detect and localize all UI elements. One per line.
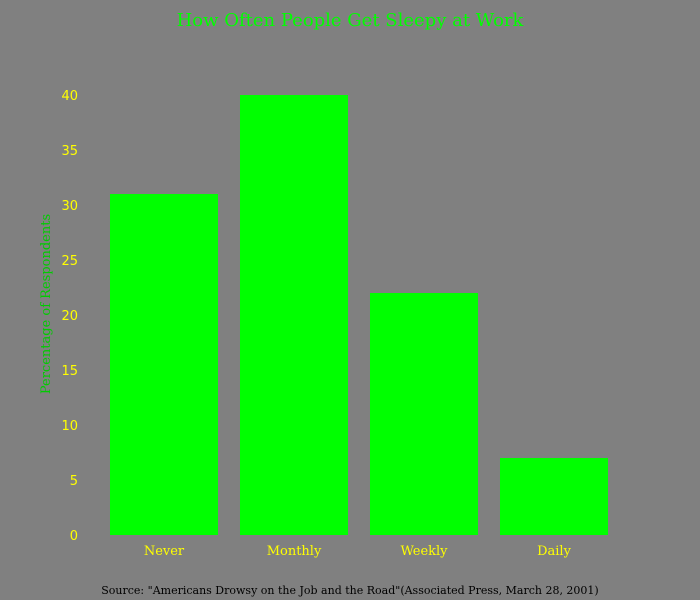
x-tick-label: Daily <box>537 544 571 559</box>
y-axis-ticks: 0 5 10 15 20 25 30 35 40 <box>61 89 78 544</box>
y-tick-label: 5 <box>70 474 78 489</box>
y-axis-label: Percentage of Respondents <box>39 214 54 394</box>
source-note: Source: "Americans Drowsy on the Job and… <box>101 584 598 597</box>
bar-monthly <box>240 95 348 535</box>
bar-weekly <box>370 293 478 535</box>
x-tick-label: Never <box>144 544 185 559</box>
x-tick-label: Monthly <box>267 544 322 559</box>
y-tick-label: 20 <box>61 309 78 324</box>
x-axis-ticks: Never Monthly Weekly Daily <box>144 544 572 559</box>
y-tick-label: 0 <box>70 529 78 544</box>
y-tick-label: 10 <box>61 419 78 434</box>
y-tick-label: 25 <box>61 254 78 269</box>
y-tick-label: 35 <box>61 144 78 159</box>
bar-never <box>110 194 218 535</box>
y-tick-label: 40 <box>61 89 78 104</box>
chart-title: How Often People Get Sleepy at Work <box>177 10 525 31</box>
bar-daily <box>500 458 608 535</box>
bars <box>110 95 608 535</box>
y-tick-label: 15 <box>61 364 78 379</box>
y-tick-label: 30 <box>61 199 78 214</box>
x-tick-label: Weekly <box>400 544 448 559</box>
